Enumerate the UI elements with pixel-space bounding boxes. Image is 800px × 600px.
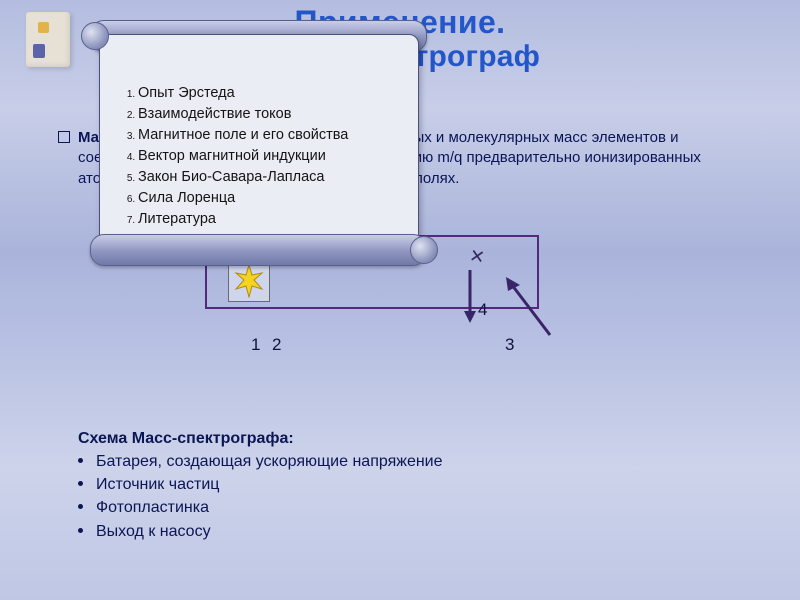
menu-item[interactable]: Литература — [138, 209, 408, 230]
menu-item[interactable]: Сила Лоренца — [138, 188, 408, 209]
menu-item[interactable]: Вектор магнитной индукции — [138, 146, 408, 167]
diagram-label-1: 1 — [251, 335, 260, 355]
list-item: Выход к насосу — [78, 520, 678, 543]
list-item: Источник частиц — [78, 473, 678, 496]
bullet-square-icon — [58, 131, 70, 143]
list-item: Фотопластинка — [78, 496, 678, 519]
scheme-heading: Схема Масс-спектрографа: — [78, 430, 678, 448]
menu-item[interactable]: Взаимодействие токов — [138, 104, 408, 125]
menu-item[interactable]: Опыт Эрстеда — [138, 83, 408, 104]
scroll-curl-icon — [81, 22, 109, 50]
menu-item[interactable]: Закон Био-Савара-Лапласа — [138, 167, 408, 188]
scroll-body: Опыт Эрстеда Взаимодействие токов Магнит… — [99, 34, 419, 252]
slide: Применение. Масс-спектрограф Масс-спектр… — [0, 0, 800, 600]
contents-scroll-popup: Опыт Эрстеда Взаимодействие токов Магнит… — [85, 20, 430, 265]
particle-source-icon — [228, 260, 270, 302]
scroll-curl-icon — [410, 236, 438, 264]
scheme-list: Батарея, создающая ускоряющие напряжение… — [78, 450, 678, 543]
scheme-description: Схема Масс-спектрографа: Батарея, создаю… — [78, 430, 678, 543]
contents-menu: Опыт Эрстеда Взаимодействие токов Магнит… — [138, 83, 408, 230]
diagram-label-4: 4 — [478, 300, 487, 320]
menu-item[interactable]: Магнитное поле и его свойства — [138, 125, 408, 146]
diagram-label-2: 2 — [272, 335, 281, 355]
diagram-label-3: 3 — [505, 335, 514, 355]
list-item: Батарея, создающая ускоряющие напряжение — [78, 450, 678, 473]
scroll-roll-bottom-icon — [90, 234, 427, 266]
